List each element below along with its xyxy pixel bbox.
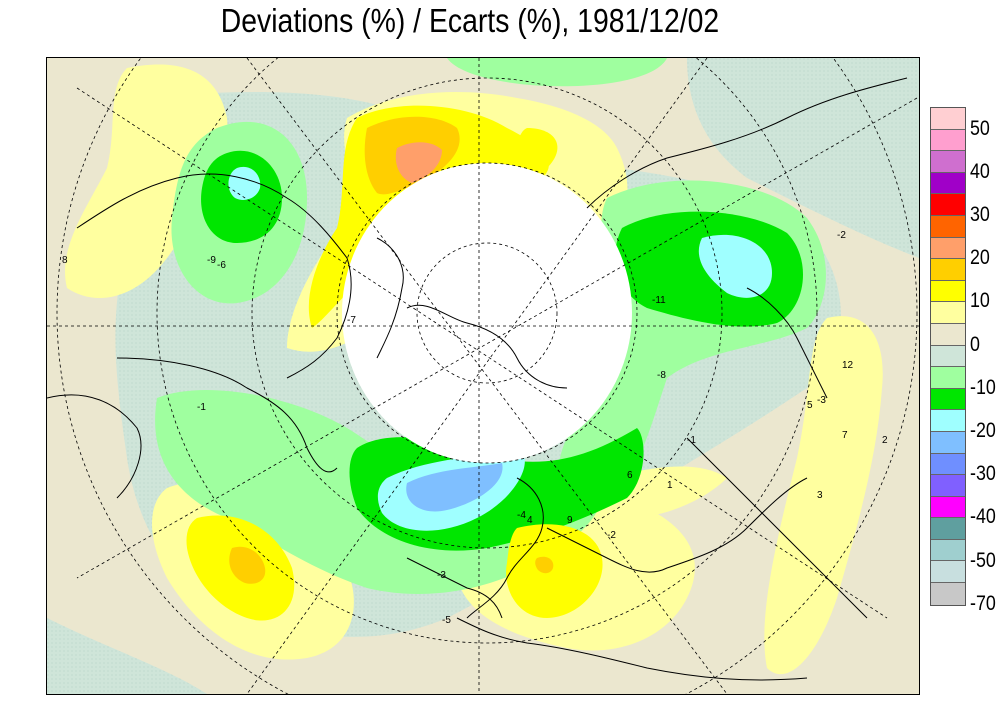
contour-label: 6 bbox=[627, 470, 633, 481]
legend-label: -10 bbox=[970, 375, 996, 399]
contour-label: 1 bbox=[667, 480, 673, 491]
legend-swatch bbox=[931, 410, 965, 432]
legend-label: 10 bbox=[970, 289, 990, 313]
legend-swatch bbox=[931, 453, 965, 476]
legend-swatch bbox=[931, 172, 965, 195]
contour-label: 5 bbox=[807, 400, 813, 411]
contour-label: -8 bbox=[657, 370, 666, 381]
contour-label: -6 bbox=[217, 260, 226, 271]
legend-label: -50 bbox=[970, 548, 996, 572]
legend-swatch bbox=[931, 194, 965, 216]
map-panel: -1 -1 -2 -2 -3 -3 -4 -5 -6 -7 -8 -9 -11 … bbox=[46, 57, 920, 695]
legend-swatch bbox=[931, 583, 965, 605]
legend-swatch bbox=[931, 280, 965, 303]
legend-label: 20 bbox=[970, 246, 990, 270]
legend-swatch bbox=[931, 518, 965, 540]
legend-label: 40 bbox=[970, 159, 990, 183]
contour-label: -11 bbox=[652, 295, 666, 306]
contour-zone-plus25 bbox=[395, 142, 442, 183]
deviation-map: -1 -1 -2 -2 -3 -3 -4 -5 -6 -7 -8 -9 -11 … bbox=[47, 58, 919, 694]
legend-swatch bbox=[931, 345, 965, 368]
legend-swatch bbox=[931, 302, 965, 324]
contour-label: -5 bbox=[442, 615, 451, 626]
contour-label: 9 bbox=[567, 515, 573, 526]
contour-label: -2 bbox=[607, 530, 616, 541]
contour-label: -1 bbox=[687, 435, 696, 446]
contour-label: -7 bbox=[347, 315, 356, 326]
legend-label: -30 bbox=[970, 462, 996, 486]
contour-label: -3 bbox=[437, 570, 446, 581]
coastlines bbox=[47, 77, 908, 681]
graticule bbox=[47, 58, 919, 694]
legend-swatch bbox=[931, 367, 965, 389]
legend-swatch bbox=[931, 539, 965, 562]
contour-labels: -1 -1 -2 -2 -3 -3 -4 -5 -6 -7 -8 -9 -11 … bbox=[62, 230, 888, 626]
legend-label: -40 bbox=[970, 505, 996, 529]
legend-swatch bbox=[931, 259, 965, 281]
legend-swatch bbox=[931, 388, 965, 411]
legend-label: 30 bbox=[970, 203, 990, 226]
map-title: Deviations (%) / Ecarts (%), 1981/12/02 bbox=[220, 2, 720, 39]
contour-label: -4 bbox=[517, 510, 526, 521]
contour-label: -3 bbox=[817, 395, 826, 406]
legend-label: -70 bbox=[970, 591, 996, 615]
contour-label: 4 bbox=[527, 515, 533, 526]
legend-swatch bbox=[931, 431, 965, 454]
legend-swatch bbox=[931, 237, 965, 260]
contour-label: -9 bbox=[207, 255, 216, 266]
legend-swatch bbox=[931, 151, 965, 173]
legend-swatch bbox=[931, 561, 965, 584]
color-legend bbox=[930, 107, 966, 606]
legend-swatch bbox=[931, 475, 965, 497]
legend-swatch bbox=[931, 496, 965, 519]
contour-label: 8 bbox=[62, 255, 68, 266]
contour-label: 2 bbox=[882, 435, 888, 446]
contour-zone-plus20b bbox=[535, 556, 554, 574]
contour-label: -1 bbox=[197, 402, 206, 413]
legend-label: 0 bbox=[970, 332, 980, 356]
legend-swatch bbox=[931, 129, 965, 152]
contour-label: 3 bbox=[817, 490, 823, 501]
legend-label: -20 bbox=[970, 419, 996, 442]
legend-swatch bbox=[931, 215, 965, 238]
contour-label: -2 bbox=[837, 230, 846, 241]
contour-label: 12 bbox=[842, 360, 854, 371]
contour-label: 7 bbox=[842, 430, 848, 441]
legend-swatch bbox=[931, 323, 965, 346]
legend-label: 50 bbox=[970, 116, 990, 140]
polar-no-data-mask bbox=[342, 163, 632, 463]
legend-swatch bbox=[931, 108, 965, 130]
contour-zone-minus25 bbox=[406, 463, 503, 512]
